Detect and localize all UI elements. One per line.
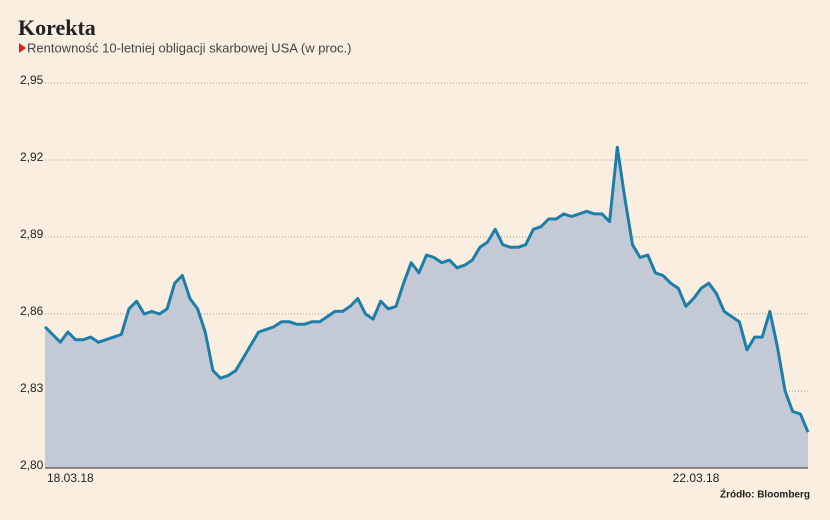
y-tick-label: 2,83	[20, 381, 44, 395]
area	[45, 147, 808, 468]
x-tick-label: 22.03.18	[673, 471, 720, 485]
y-tick-label: 2,95	[20, 73, 44, 87]
x-tick-label: 18.03.18	[47, 471, 94, 485]
source: Źródło: Bloomberg	[720, 488, 810, 501]
chart-title: Korekta	[18, 15, 96, 40]
y-tick-label: 2,89	[20, 227, 44, 241]
chart-subtitle: Rentowność 10-letniej obligacji skarbowe…	[27, 40, 351, 55]
subtitle-marker	[19, 43, 26, 53]
line	[43, 145, 810, 433]
y-tick-label: 2,86	[20, 304, 44, 318]
y-tick-label: 2,80	[20, 458, 44, 472]
y-tick-label: 2,92	[20, 150, 44, 164]
